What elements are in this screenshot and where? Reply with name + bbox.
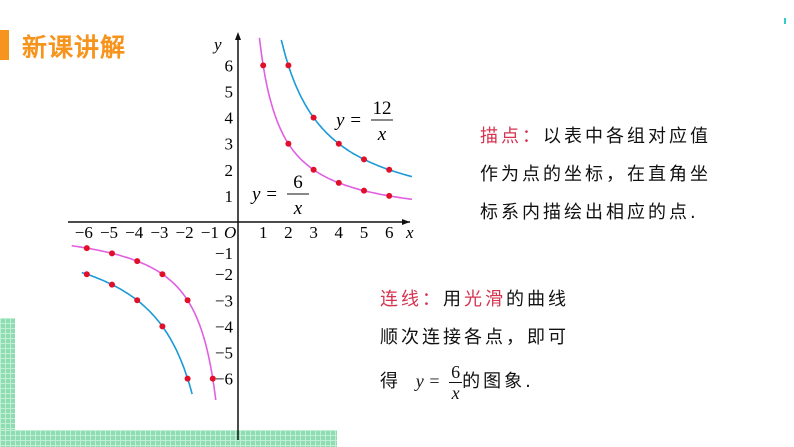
label-y6x-numerator: 6 — [293, 172, 303, 193]
x-tick-label: −2 — [176, 223, 194, 242]
title-accent-bar — [0, 30, 9, 60]
origin-label: O — [224, 223, 236, 242]
formula-lhs: y = — [415, 371, 441, 391]
data-point — [159, 271, 166, 278]
plot-step-line: 作为点的坐标，在直角坐 — [480, 164, 711, 185]
x-axis-arrow — [402, 219, 410, 225]
x-tick-label: 4 — [335, 223, 344, 242]
data-point — [209, 375, 216, 382]
section-title: 新课讲解 — [22, 33, 127, 62]
plot-step-line: 标系内描绘出相应的点. — [480, 202, 699, 223]
curve-6 — [71, 244, 217, 401]
data-point — [184, 297, 191, 304]
x-tick-label: 5 — [360, 223, 369, 242]
x-tick-label: 1 — [259, 223, 268, 242]
y-tick-label: 4 — [225, 109, 234, 128]
formula-denominator: x — [451, 382, 460, 403]
connect-step-label: 连线： — [380, 289, 443, 310]
x-tick-label: −1 — [201, 223, 219, 242]
curve-12 — [81, 271, 193, 395]
data-point — [134, 258, 141, 265]
decorative-grid-vertical — [0, 318, 15, 447]
y-tick-label: 3 — [225, 135, 234, 154]
data-point — [285, 140, 292, 147]
decorative-grid-horizontal — [0, 430, 337, 447]
label-y12x-denominator: x — [377, 124, 387, 145]
data-point — [285, 62, 292, 69]
data-point — [335, 140, 342, 147]
label-y12x-numerator: 12 — [373, 98, 392, 119]
x-tick-label: −5 — [100, 223, 118, 242]
y-axis-arrow — [235, 32, 241, 40]
curve-12 — [280, 39, 413, 178]
y-tick-label: 1 — [225, 187, 234, 206]
data-point — [159, 323, 166, 330]
y-axis-label: y — [212, 35, 222, 54]
data-point — [260, 62, 267, 69]
y-tick-label: 2 — [225, 161, 234, 180]
x-tick-label: 6 — [385, 223, 394, 242]
data-point — [386, 192, 393, 199]
data-point — [109, 250, 115, 257]
x-tick-label: 3 — [309, 223, 318, 242]
connect-text: 的图象. — [462, 371, 534, 392]
formula-numerator: 6 — [449, 361, 463, 383]
y-tick-label: −5 — [215, 344, 233, 363]
y-tick-label: −4 — [215, 317, 234, 336]
plot-step-line: 以表中各组对应值 — [543, 126, 711, 147]
data-point — [386, 166, 393, 173]
y-tick-label: −6 — [215, 370, 233, 389]
plot-step-label: 描点： — [480, 126, 543, 147]
y-tick-label: −1 — [215, 244, 233, 263]
label-y6x-lhs: y = — [250, 184, 278, 205]
data-point — [361, 156, 367, 163]
data-point — [83, 245, 90, 252]
plot-step-text: 描点：以表中各组对应值 作为点的坐标，在直角坐 标系内描绘出相应的点. — [480, 118, 711, 232]
y-tick-label: −2 — [215, 265, 233, 284]
data-point — [310, 166, 317, 173]
y-tick-label: 6 — [225, 56, 234, 75]
x-tick-label: 2 — [284, 223, 293, 242]
connect-text: 得 — [380, 371, 401, 392]
decorative-mark — [784, 18, 786, 24]
data-point — [361, 187, 367, 194]
label-y12x-lhs: y = — [334, 110, 362, 131]
data-point — [310, 114, 317, 121]
connect-step-line: 顺次连接各点，即可 — [380, 327, 569, 348]
connect-highlight: 光滑 — [464, 289, 506, 310]
x-tick-label: −4 — [125, 223, 144, 242]
data-point — [109, 281, 115, 288]
connect-step-text: 连线：用光滑的曲线 顺次连接各点，即可 得 y = 6 x 的图象. — [380, 281, 569, 405]
connect-text: 用 — [443, 289, 464, 310]
x-tick-label: −6 — [75, 223, 93, 242]
data-point — [335, 179, 342, 186]
y-tick-label: −3 — [215, 291, 233, 310]
connect-text: 的曲线 — [506, 289, 569, 310]
data-point — [134, 297, 141, 304]
x-tick-label: −3 — [150, 223, 168, 242]
label-y6x-denominator: x — [293, 198, 303, 219]
y-tick-label: 5 — [225, 83, 234, 102]
data-point — [184, 375, 191, 382]
x-axis-label: x — [405, 223, 414, 242]
data-point — [83, 271, 90, 278]
